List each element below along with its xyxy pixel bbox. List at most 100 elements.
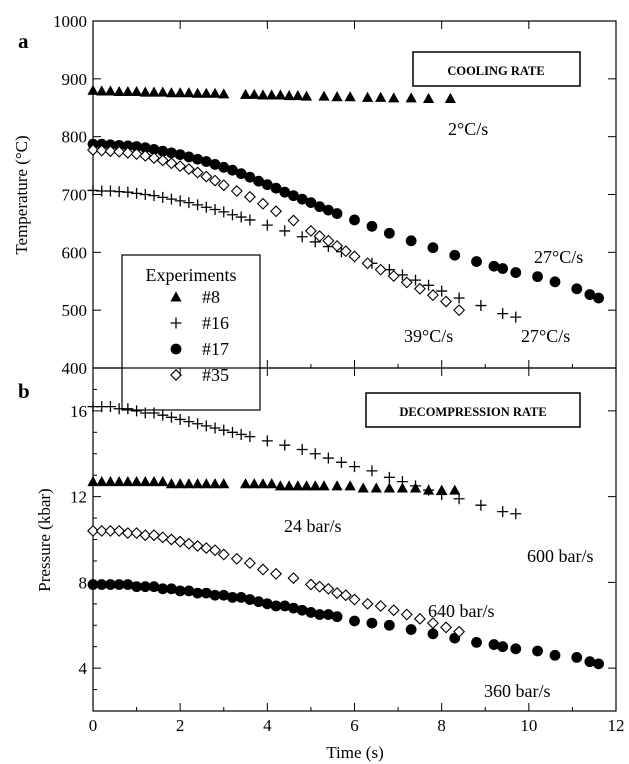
data-point <box>270 600 282 612</box>
panel-b-y-axis-label: Pressure (kbar) <box>35 488 54 591</box>
data-point <box>174 149 186 160</box>
y-tick-label: 400 <box>62 359 88 378</box>
data-point <box>497 641 509 653</box>
data-point <box>87 84 99 95</box>
data-point <box>156 154 169 167</box>
data-point <box>156 531 169 544</box>
data-point <box>87 143 99 156</box>
data-point <box>296 604 308 616</box>
data-point <box>388 92 400 103</box>
data-point <box>200 542 213 555</box>
data-point <box>139 86 151 97</box>
data-point <box>104 476 117 487</box>
data-point <box>200 156 212 167</box>
data-point <box>148 529 160 542</box>
data-point <box>166 583 177 595</box>
legend: Experiments #8 #16 #17 #35 <box>121 254 261 411</box>
data-point <box>174 87 186 98</box>
data-point <box>348 593 361 606</box>
data-point <box>449 249 461 261</box>
data-point <box>157 86 169 97</box>
data-point <box>209 589 221 601</box>
data-point <box>426 617 439 630</box>
data-point <box>183 585 195 597</box>
series-17 <box>87 579 604 670</box>
legend-item: #35 <box>170 365 229 385</box>
data-point <box>426 289 439 302</box>
x-tick-label: 0 <box>89 716 98 735</box>
data-point <box>122 186 134 198</box>
data-point <box>571 283 583 295</box>
data-point <box>335 456 347 468</box>
legend-marker <box>170 343 182 355</box>
data-point <box>283 90 295 101</box>
data-point <box>239 88 252 99</box>
legend-label: #35 <box>202 365 229 385</box>
data-point <box>139 529 152 542</box>
annotation-24-bar-per-s: 24 bar/s <box>284 516 342 536</box>
panel-a-y-ticks: 400 500 600 700 800 900 1000 <box>53 12 616 378</box>
series-8 <box>87 476 461 495</box>
data-point <box>366 220 378 232</box>
data-point <box>113 145 126 158</box>
data-point <box>191 539 204 552</box>
data-point <box>453 292 465 304</box>
data-point <box>165 533 178 546</box>
panel-b: b Pressure (kbar) Time (s) 4 8 12 16 0 2 4 6 8 1… <box>18 367 625 762</box>
data-point <box>113 139 125 151</box>
decompression-rate-box <box>365 392 581 428</box>
data-point <box>130 148 143 160</box>
data-point <box>413 282 426 295</box>
data-point <box>348 250 361 263</box>
y-tick-label: 8 <box>79 573 88 592</box>
data-point <box>374 599 387 612</box>
data-point <box>339 589 352 602</box>
data-point <box>113 476 125 487</box>
annotation-640-bar-per-s: 640 bar/s <box>428 601 495 621</box>
data-point <box>235 428 247 440</box>
data-point <box>331 611 343 623</box>
data-point <box>387 604 400 617</box>
data-point <box>121 146 134 159</box>
data-point <box>296 231 308 243</box>
data-point <box>283 480 295 491</box>
data-point <box>400 608 413 621</box>
data-point <box>165 478 178 489</box>
data-point <box>148 152 160 165</box>
data-point <box>209 174 222 187</box>
data-point <box>217 548 230 561</box>
data-point <box>261 219 273 231</box>
data-point <box>305 606 317 618</box>
data-point <box>410 274 422 286</box>
data-point <box>131 141 142 152</box>
legend-box <box>121 254 261 411</box>
data-point <box>423 484 435 496</box>
data-point <box>400 276 413 289</box>
data-point <box>139 142 151 154</box>
data-point <box>122 140 134 152</box>
series-17 <box>87 138 604 304</box>
data-point <box>122 85 134 97</box>
data-point <box>230 552 243 565</box>
data-point <box>227 164 238 176</box>
data-point <box>105 579 116 590</box>
data-point <box>239 478 252 489</box>
data-point <box>226 209 238 221</box>
data-point <box>444 92 456 103</box>
data-point <box>383 227 395 239</box>
data-point <box>296 193 308 205</box>
data-point <box>423 279 435 291</box>
y-tick-label: 800 <box>62 128 88 147</box>
data-point <box>244 171 256 183</box>
panel-b-x-ticks: 0 2 4 6 8 10 12 <box>89 368 625 735</box>
data-point <box>549 649 561 661</box>
data-point <box>209 544 222 557</box>
data-point <box>309 236 321 248</box>
data-point <box>183 197 195 209</box>
y-tick-label: 1000 <box>53 12 87 31</box>
data-point <box>427 628 439 640</box>
data-point <box>318 90 330 101</box>
cooling-rate-box <box>412 51 581 87</box>
data-point <box>218 206 230 218</box>
data-point <box>304 224 317 237</box>
